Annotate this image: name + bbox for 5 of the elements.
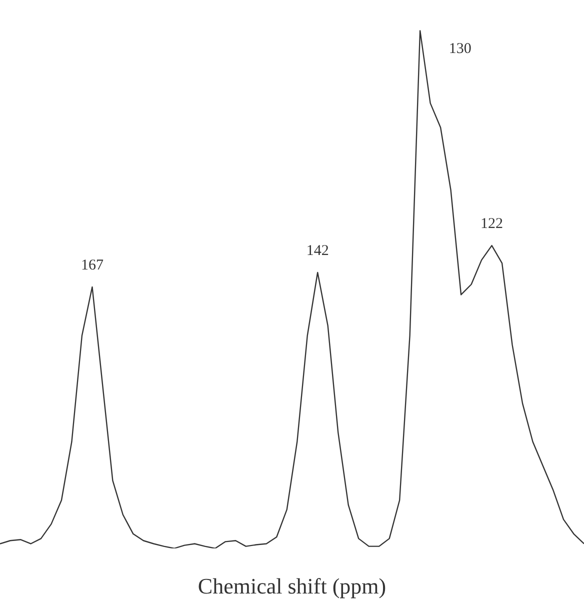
annotation: 142 (306, 242, 329, 259)
annotation: 130 (448, 41, 472, 58)
annotation: 167 (80, 257, 104, 274)
annotation: 122 (480, 216, 504, 232)
x-axis-title: Chemical shift (ppm) (198, 574, 386, 599)
